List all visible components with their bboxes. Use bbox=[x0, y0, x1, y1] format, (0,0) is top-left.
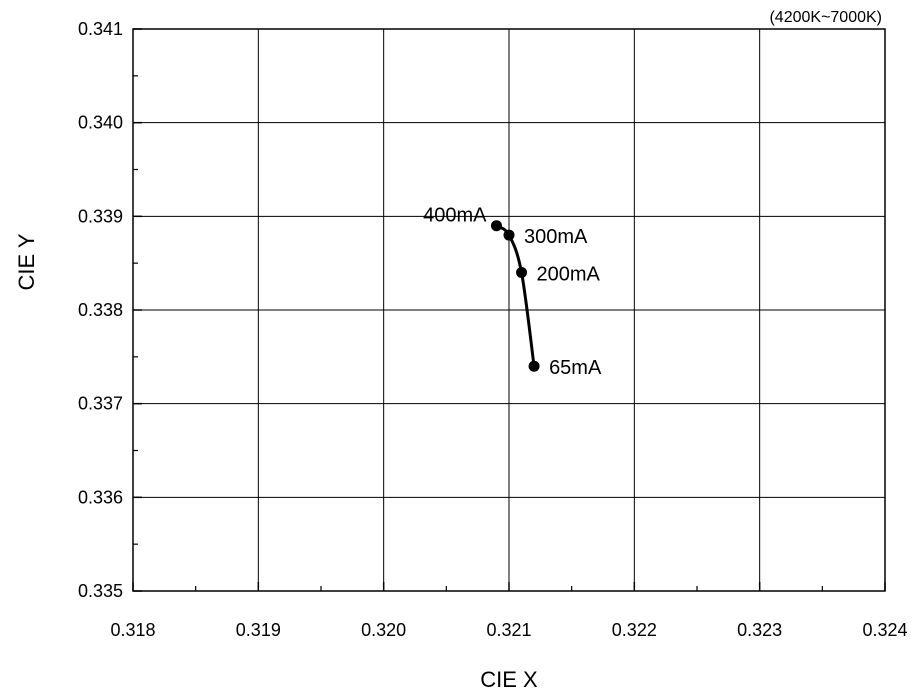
tick-labels: 0.318 0.319 0.320 0.321 0.322 0.323 0.324 0.335… bbox=[78, 19, 908, 640]
x-axis-title: CIE X bbox=[480, 667, 538, 692]
series-curve bbox=[495, 224, 536, 367]
point-label: 65mA bbox=[549, 357, 602, 379]
y-tick-label: 0.337 bbox=[78, 394, 123, 414]
point-labels: 65mA 200mA 300mA 400mA bbox=[423, 205, 602, 380]
x-tick-label: 0.322 bbox=[612, 620, 657, 640]
point-label: 200mA bbox=[537, 264, 601, 286]
y-tick-label: 0.339 bbox=[78, 206, 123, 226]
point-label: 300mA bbox=[524, 226, 588, 248]
series-line bbox=[495, 224, 536, 367]
x-tick-label: 0.324 bbox=[862, 620, 907, 640]
y-tick-label: 0.335 bbox=[78, 581, 123, 601]
range-note: (4200K~7000K) bbox=[769, 9, 882, 26]
data-points bbox=[490, 220, 540, 372]
y-tick-label: 0.338 bbox=[78, 300, 123, 320]
y-tick-label: 0.336 bbox=[78, 487, 123, 507]
grid bbox=[133, 29, 885, 591]
y-tick-label: 0.341 bbox=[78, 19, 123, 39]
data-point bbox=[528, 360, 540, 372]
x-tick-label: 0.320 bbox=[361, 620, 406, 640]
data-point bbox=[490, 220, 502, 232]
data-point bbox=[503, 229, 515, 241]
y-axis-title: CIE Y bbox=[14, 233, 39, 290]
point-label: 400mA bbox=[423, 205, 487, 227]
x-tick-label: 0.323 bbox=[737, 620, 782, 640]
data-point bbox=[516, 267, 528, 279]
ticks bbox=[132, 28, 886, 592]
x-tick-label: 0.321 bbox=[486, 620, 531, 640]
x-tick-label: 0.318 bbox=[110, 620, 155, 640]
y-tick-label: 0.340 bbox=[78, 113, 123, 133]
x-tick-label: 0.319 bbox=[236, 620, 281, 640]
